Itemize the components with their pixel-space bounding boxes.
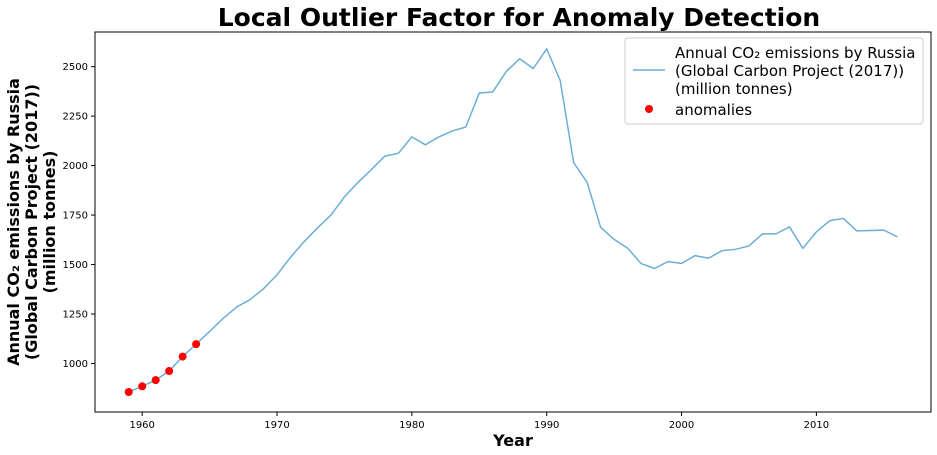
y-axis-label-line-3: (million tonnes) <box>40 151 59 294</box>
y-tick-label: 1250 <box>63 310 88 321</box>
x-tick-label: 1980 <box>399 420 424 431</box>
x-tick-label: 2010 <box>804 420 829 431</box>
y-axis-label-line-1: Annual CO₂ emissions by Russia <box>4 78 23 366</box>
series-layer <box>128 48 898 393</box>
x-tick-label: 1970 <box>264 420 289 431</box>
x-tick-label: 1990 <box>534 420 559 431</box>
x-tick-label: 2000 <box>669 420 694 431</box>
y-tick-label: 1000 <box>63 359 88 370</box>
y-tick-label: 1500 <box>63 260 88 271</box>
y-tick-label: 1750 <box>63 211 88 222</box>
y-tick-label: 2500 <box>63 62 88 73</box>
series-line <box>128 48 898 393</box>
legend-anomalies-label: anomalies <box>675 101 752 119</box>
legend-series-label-2: (Global Carbon Project (2017)) <box>675 62 904 80</box>
y-axis-label-line-2: (Global Carbon Project (2017)) <box>22 84 41 360</box>
anomaly-point <box>178 352 187 361</box>
legend-anomaly-swatch <box>645 105 653 113</box>
y-tick-label: 2000 <box>63 161 88 172</box>
x-tick-label: 1960 <box>129 420 154 431</box>
anomaly-point <box>124 388 133 397</box>
chart-title: Local Outlier Factor for Anomaly Detecti… <box>218 3 820 32</box>
legend-series-label-3: (million tonnes) <box>675 80 793 98</box>
legend-series-label-1: Annual CO₂ emissions by Russia <box>675 44 915 62</box>
x-axis-label: Year <box>492 431 533 450</box>
anomaly-point <box>192 340 201 349</box>
anomaly-point <box>165 367 174 376</box>
legend: Annual CO₂ emissions by Russia (Global C… <box>624 37 924 125</box>
anomaly-point <box>151 376 160 385</box>
y-tick-label: 2250 <box>63 112 88 123</box>
anomaly-layer <box>124 340 201 397</box>
axis-ticks: 1960 1970 1980 1990 2000 2010 1000 1250 1500 1750… <box>63 62 830 431</box>
legend-box <box>624 37 924 125</box>
anomaly-point <box>138 382 147 391</box>
